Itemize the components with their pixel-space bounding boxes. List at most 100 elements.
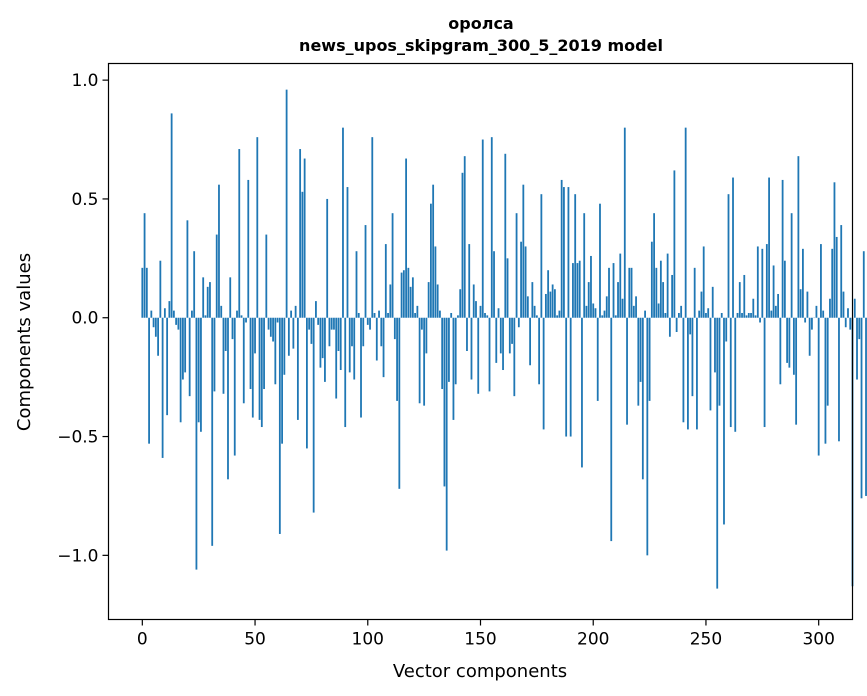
- bar: [184, 317, 187, 373]
- bar: [301, 191, 304, 318]
- bar: [499, 317, 502, 354]
- bar: [145, 267, 148, 318]
- bar: [774, 305, 777, 318]
- bar: [522, 184, 525, 318]
- bar: [202, 277, 205, 318]
- bar: [479, 305, 482, 318]
- bar: [466, 317, 468, 351]
- bar: [671, 274, 674, 318]
- bar: [391, 213, 394, 318]
- y-tick-label: −0.5: [57, 428, 98, 448]
- bar: [560, 179, 563, 318]
- bars-group: [141, 89, 867, 589]
- bar: [617, 282, 619, 318]
- bar: [247, 179, 250, 318]
- bar: [763, 317, 766, 428]
- bar: [299, 149, 302, 318]
- bar: [450, 312, 453, 318]
- bar: [754, 315, 757, 318]
- bar: [163, 308, 166, 318]
- bar: [770, 310, 773, 318]
- bar: [179, 317, 182, 423]
- bar: [804, 317, 807, 323]
- bar: [369, 317, 371, 330]
- bar: [526, 296, 529, 318]
- bar: [673, 170, 676, 318]
- bar: [853, 298, 856, 318]
- bar: [461, 172, 464, 318]
- bar: [411, 277, 414, 318]
- bar: [628, 267, 631, 318]
- bar: [779, 317, 782, 385]
- y-tick-label: 1.0: [71, 71, 98, 91]
- bar: [833, 182, 836, 318]
- bar: [308, 317, 311, 330]
- bar: [596, 317, 599, 401]
- bar: [693, 267, 696, 318]
- bar: [448, 317, 450, 382]
- bar: [269, 317, 272, 337]
- bar: [283, 317, 286, 375]
- bar: [594, 308, 597, 318]
- bar: [364, 225, 367, 318]
- bar: [445, 317, 448, 551]
- bar: [689, 317, 692, 335]
- bar: [535, 315, 538, 318]
- bar: [152, 317, 155, 328]
- bar: [172, 310, 175, 318]
- bar: [849, 317, 852, 330]
- bar: [811, 317, 813, 330]
- bar: [792, 317, 795, 375]
- bar: [860, 317, 863, 499]
- bar: [148, 317, 150, 444]
- bar: [353, 317, 356, 380]
- x-axis-label: Vector components: [393, 661, 567, 682]
- bar: [296, 317, 299, 420]
- bar: [581, 317, 583, 468]
- bar: [436, 284, 439, 318]
- bar: [865, 317, 867, 496]
- bar: [682, 317, 685, 423]
- bar: [366, 317, 369, 325]
- bar: [240, 315, 243, 318]
- bar: [847, 308, 849, 318]
- bar: [637, 317, 640, 406]
- bar: [621, 298, 624, 318]
- bar: [357, 312, 360, 318]
- bar: [339, 317, 342, 371]
- bar: [644, 310, 646, 318]
- bar: [720, 312, 723, 318]
- bar: [355, 251, 358, 318]
- bar: [427, 282, 430, 318]
- bar: [544, 293, 547, 318]
- bar: [409, 286, 412, 318]
- bar: [599, 203, 601, 318]
- bar: [687, 317, 689, 430]
- bar: [558, 310, 561, 318]
- bar: [362, 317, 365, 347]
- bar: [709, 317, 712, 411]
- bar: [389, 284, 392, 318]
- bar: [238, 149, 241, 318]
- bar: [547, 270, 550, 318]
- bar: [655, 267, 658, 318]
- bar: [815, 305, 818, 318]
- bar: [400, 272, 403, 318]
- bar: [486, 315, 489, 318]
- bar: [287, 317, 290, 356]
- bar: [231, 317, 234, 340]
- bar: [840, 225, 843, 318]
- bar: [337, 317, 340, 351]
- bar: [795, 317, 798, 425]
- bar: [493, 251, 495, 318]
- bar: [227, 317, 229, 480]
- bar: [711, 286, 714, 318]
- bar: [188, 317, 191, 397]
- bar: [569, 317, 572, 437]
- bar: [218, 184, 220, 318]
- bar: [802, 248, 804, 318]
- bar: [666, 253, 669, 318]
- bar: [182, 317, 184, 380]
- bar: [312, 317, 315, 513]
